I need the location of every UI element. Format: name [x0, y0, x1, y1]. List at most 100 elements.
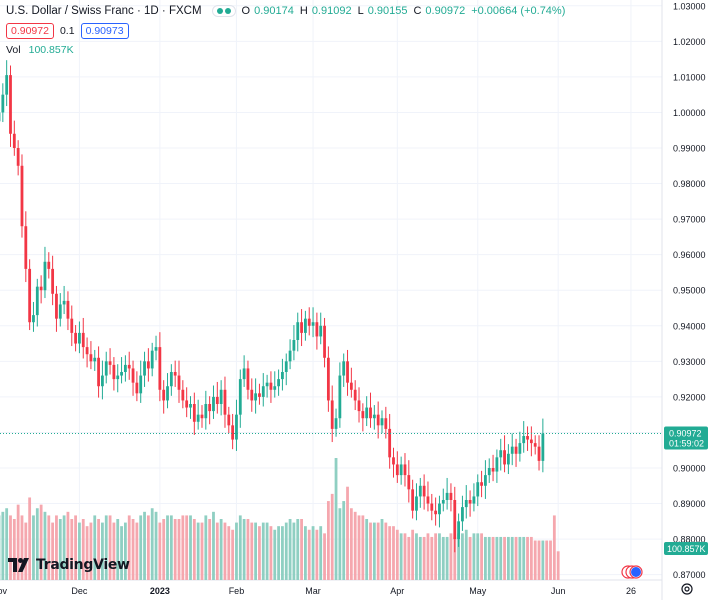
- candle-body: [5, 75, 9, 95]
- candle-body: [81, 332, 85, 348]
- candle-body: [376, 414, 380, 426]
- candle-body: [181, 389, 185, 401]
- volume-bar: [32, 515, 35, 580]
- candle-body: [372, 414, 376, 419]
- volume-bar: [395, 529, 399, 580]
- volume-bar: [58, 519, 62, 580]
- market-status-indicator[interactable]: [211, 5, 236, 17]
- volume-bar: [250, 522, 254, 580]
- tradingview-logo[interactable]: TradingView: [8, 556, 130, 574]
- candle-body: [192, 404, 196, 422]
- current-price-label-box: [664, 426, 708, 450]
- candle-body: [487, 468, 491, 476]
- candle-body: [476, 482, 480, 497]
- candle-body: [177, 375, 181, 390]
- candle-body: [430, 503, 434, 511]
- volume-bar: [480, 533, 483, 580]
- volume-label: Vol: [6, 44, 21, 56]
- candle-body: [411, 489, 415, 511]
- volume-bar: [430, 536, 434, 580]
- volume-bar: [158, 522, 162, 580]
- volume-bar: [449, 533, 453, 580]
- volume-bar: [269, 526, 273, 580]
- buy-price-button[interactable]: 0.90973: [80, 23, 129, 39]
- volume-bar: [204, 515, 208, 580]
- x-tick-label: Mar: [305, 586, 321, 596]
- change-value: +0.00664 (+0.74%): [471, 5, 566, 17]
- volume-bar: [135, 522, 139, 580]
- volume-bar: [353, 511, 357, 580]
- volume-bar: [407, 536, 411, 580]
- candle-body: [292, 340, 296, 351]
- candle-body: [281, 372, 284, 380]
- candle-body: [510, 446, 514, 454]
- volume-bar: [484, 536, 487, 580]
- candle-body: [315, 322, 319, 337]
- candle-body: [407, 475, 411, 490]
- candle-body: [346, 361, 349, 383]
- volume-bar: [326, 501, 330, 580]
- volume-bar: [372, 522, 376, 580]
- candle-body: [484, 475, 487, 486]
- candle-body: [265, 382, 269, 387]
- status-dot-icon: [216, 8, 223, 14]
- y-tick-label: 0.96000: [673, 250, 706, 260]
- volume-bar: [28, 497, 32, 580]
- candle-body: [526, 436, 529, 440]
- candle-body: [533, 443, 537, 447]
- candle-body: [365, 407, 369, 419]
- candle-body: [93, 357, 97, 362]
- volume-bar: [1, 511, 5, 580]
- y-tick-label: 0.88000: [673, 535, 706, 545]
- volume-bar: [292, 522, 296, 580]
- volume-bar: [392, 526, 395, 580]
- candle-body: [369, 407, 372, 419]
- volume-bar: [342, 501, 346, 580]
- volume-bar: [338, 508, 342, 580]
- volume-bar: [438, 533, 441, 580]
- volume-bar: [277, 526, 280, 580]
- x-tick-label: Jun: [551, 586, 566, 596]
- candle-body: [300, 322, 303, 333]
- y-tick-label: 0.98000: [673, 179, 706, 189]
- volume-bar: [361, 515, 365, 580]
- candle-body: [441, 500, 445, 504]
- volume-bar: [552, 515, 556, 580]
- candle-body: [522, 436, 526, 444]
- event-marker-icon[interactable]: [631, 567, 641, 577]
- candle-body: [445, 492, 449, 500]
- settings-gear-icon[interactable]: [680, 582, 694, 596]
- candle-body: [189, 404, 192, 408]
- candle-body: [250, 389, 254, 401]
- volume-bar: [476, 533, 480, 580]
- y-tick-label: 1.01000: [673, 72, 706, 82]
- candle-body: [28, 268, 32, 323]
- volume-bar: [304, 526, 307, 580]
- candle-body: [20, 165, 24, 227]
- y-tick-label: 1.00000: [673, 108, 706, 118]
- candle-body: [403, 464, 407, 476]
- x-tick-label: Feb: [229, 586, 245, 596]
- candle-body: [438, 503, 441, 515]
- y-tick-label: 0.90000: [673, 464, 706, 474]
- volume-bar: [556, 551, 560, 580]
- candle-body: [242, 368, 246, 380]
- volume-bar: [545, 540, 549, 580]
- volume-bar: [349, 508, 353, 580]
- volume-bar: [403, 533, 407, 580]
- y-tick-label: 0.92000: [673, 392, 706, 402]
- candle-body: [499, 450, 503, 458]
- volume-bar: [74, 515, 77, 580]
- candle-body: [537, 446, 541, 461]
- candle-body: [464, 500, 468, 508]
- volume-bar: [9, 515, 12, 580]
- close-value: 0.90972: [425, 5, 466, 17]
- sell-price-button[interactable]: 0.90972: [6, 23, 54, 39]
- candle-body: [269, 382, 273, 390]
- candle-body: [296, 322, 300, 340]
- status-dot-icon: [224, 8, 231, 14]
- volume-bar: [415, 533, 418, 580]
- symbol-title[interactable]: U.S. Dollar / Swiss Franc · 1D · FXCM: [6, 5, 202, 17]
